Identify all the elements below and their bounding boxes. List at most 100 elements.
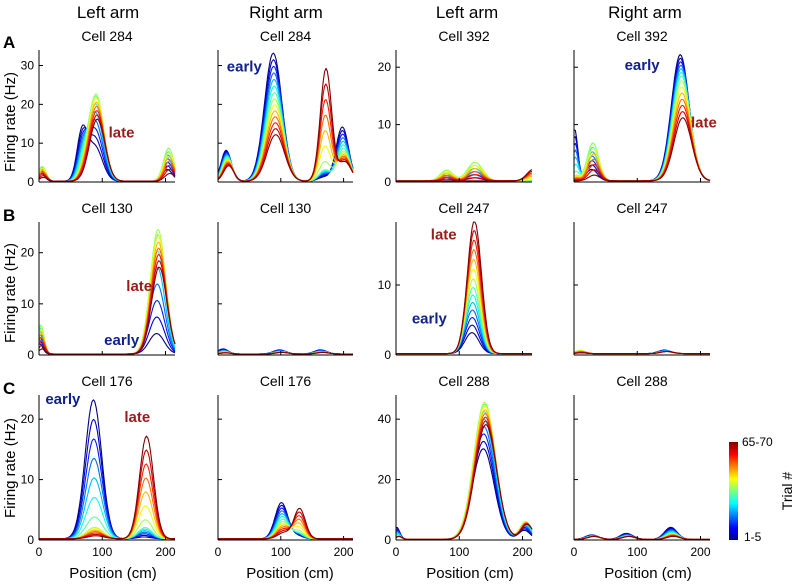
y-tick-label: 20	[378, 473, 392, 487]
y-tick-label: 20	[378, 60, 392, 74]
annotation-early: early	[227, 58, 263, 75]
panel-title: Cell 247	[438, 200, 490, 216]
y-tick-label: 20	[21, 246, 35, 260]
trial-trace	[217, 67, 354, 182]
colorbar-top-label: 65-70	[742, 435, 773, 449]
trial-trace	[218, 515, 353, 540]
x-tick-label: 100	[449, 545, 469, 559]
x-tick-label: 0	[571, 545, 578, 559]
panel-title: Cell 176	[81, 373, 133, 389]
y-tick-label: 0	[384, 348, 391, 362]
x-tick-label: 0	[36, 545, 43, 559]
trial-trace	[39, 435, 176, 540]
colorbar-title: Trial #	[779, 472, 795, 511]
colorbar-bottom-label: 1-5	[744, 530, 762, 544]
trial-trace	[396, 221, 532, 355]
trial-trace	[218, 507, 353, 540]
column-header-3: Left arm	[436, 3, 498, 22]
y-axis-label-a: Firing rate (Hz)	[2, 72, 19, 172]
panel-title: Cell 130	[260, 200, 312, 216]
y-axis-label-c: Firing rate (Hz)	[2, 418, 19, 518]
y-tick-label: 20	[21, 412, 35, 426]
panel-title: Cell 284	[260, 28, 312, 44]
panel-c-3: Cell 288 0 20 40 0 100 200	[378, 373, 533, 559]
row-letter-b: B	[3, 206, 15, 225]
y-tick-label: 0	[384, 533, 391, 547]
x-tick-label: 0	[215, 545, 222, 559]
trial-trace	[395, 413, 533, 540]
panel-title: Cell 392	[616, 28, 668, 44]
panel-title: Cell 130	[81, 200, 133, 216]
trial-trace	[574, 528, 710, 540]
panel-title: Cell 288	[438, 373, 490, 389]
y-tick-label: 40	[378, 412, 392, 426]
trial-trace	[396, 169, 533, 182]
trial-trace	[574, 527, 710, 540]
trial-trace	[573, 350, 710, 355]
trial-trace	[395, 424, 533, 540]
trial-trace	[574, 117, 711, 182]
panel-title: Cell 288	[616, 373, 668, 389]
panel-c-2: Cell 176 0 100 200	[215, 373, 354, 559]
annotation-early: early	[45, 391, 81, 408]
x-tick-label: 200	[690, 545, 710, 559]
panels: Cell 284 0 10 20 30 late Cell 284 early Cell 392…	[21, 28, 717, 559]
panel-title: Cell 247	[616, 200, 668, 216]
annotation-late: late	[109, 124, 135, 141]
panel-title: Cell 392	[438, 28, 490, 44]
trial-trace	[218, 522, 353, 540]
x-tick-label: 200	[512, 545, 532, 559]
trial-trace	[573, 531, 710, 540]
y-tick-label: 0	[27, 175, 34, 189]
x-axis-label-2: Position (cm)	[246, 565, 334, 582]
panel-a-4: Cell 392 early late	[573, 28, 717, 183]
annotation-late: late	[124, 409, 150, 426]
y-tick-label: 30	[21, 59, 35, 73]
x-tick-label: 200	[334, 545, 354, 559]
panel-a-3: Cell 392 0 10 20	[378, 28, 533, 189]
column-header-4: Right arm	[608, 3, 682, 22]
panel-a-2: Cell 284 early	[217, 28, 354, 183]
panel-c-4: Cell 288 0 100 200	[571, 373, 711, 559]
trial-trace	[38, 118, 176, 182]
y-tick-label: 0	[27, 533, 34, 547]
y-axis-label-b: Firing rate (Hz)	[2, 243, 19, 343]
x-tick-label: 100	[627, 545, 647, 559]
x-axis-label-1: Position (cm)	[69, 565, 157, 582]
annotation-late: late	[126, 278, 152, 295]
panel-b-3: Cell 247 0 10 late early	[378, 200, 532, 362]
y-tick-label: 20	[21, 97, 35, 111]
trial-trace	[573, 526, 710, 540]
panel-title: Cell 284	[81, 28, 133, 44]
panel-b-2: Cell 130	[217, 200, 353, 356]
row-letter-a: A	[3, 33, 15, 52]
x-tick-label: 100	[92, 545, 112, 559]
annotation-early: early	[412, 311, 448, 328]
trial-trace	[38, 266, 176, 355]
y-tick-label: 0	[27, 348, 34, 362]
annotation-late: late	[431, 227, 457, 244]
x-tick-label: 100	[271, 545, 291, 559]
trial-trace	[395, 416, 533, 540]
annotation-late: late	[691, 114, 717, 131]
x-axis-label-3: Position (cm)	[426, 565, 514, 582]
panel-b-4: Cell 247	[573, 200, 710, 356]
trial-trace	[574, 535, 710, 540]
y-tick-label: 10	[378, 118, 392, 132]
y-tick-label: 10	[21, 473, 35, 487]
trial-trace	[217, 351, 353, 355]
column-header-2: Right arm	[249, 3, 323, 22]
panel-title: Cell 176	[260, 373, 312, 389]
panel-b-1: Cell 130 0 10 20 late early	[21, 200, 176, 362]
row-letter-c: C	[3, 379, 15, 398]
x-axis-label-4: Position (cm)	[604, 565, 692, 582]
panel-a-1: Cell 284 0 10 20 30 late	[21, 28, 176, 189]
y-tick-label: 0	[384, 175, 391, 189]
column-header-1: Left arm	[77, 3, 139, 22]
y-tick-label: 10	[21, 136, 35, 150]
annotation-early: early	[104, 332, 140, 349]
y-tick-label: 10	[378, 278, 392, 292]
colorbar: 65-70 1-5 Trial #	[729, 435, 795, 544]
